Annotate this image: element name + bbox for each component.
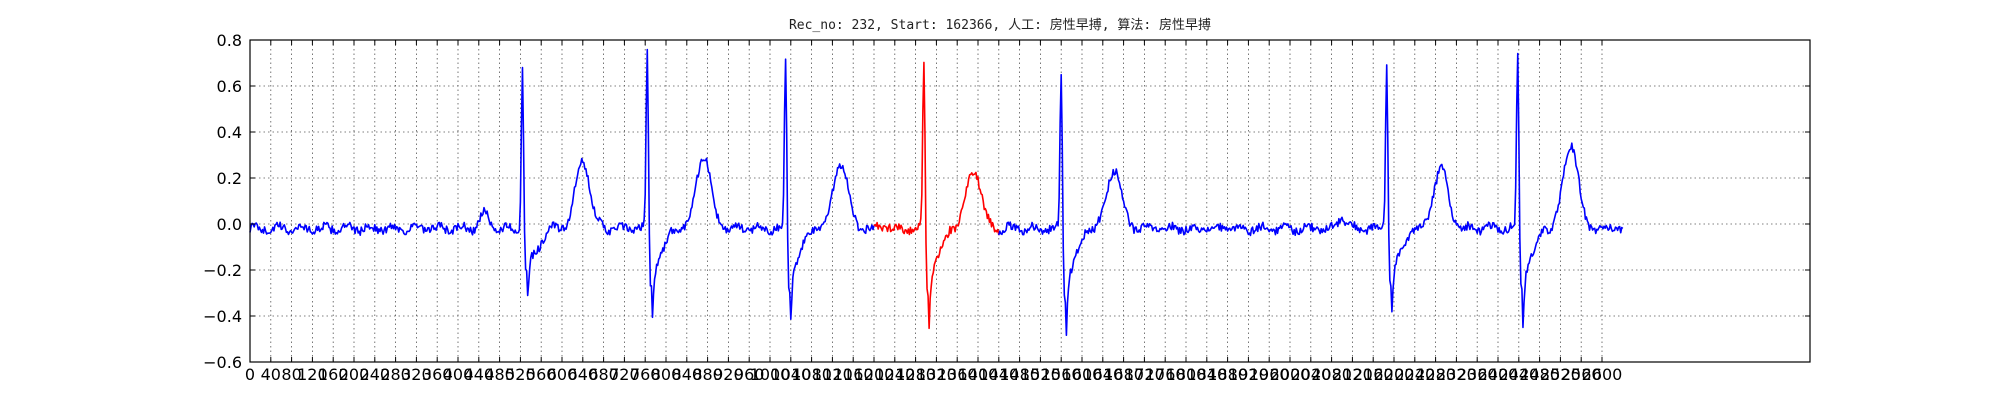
- x-tick-label-23: 920: [713, 365, 744, 384]
- x-tick-label-48: 1920: [1228, 365, 1269, 384]
- x-tick-label-56: 2240: [1394, 365, 1435, 384]
- x-tick-label-59: 2360: [1457, 365, 1498, 384]
- x-tick-label-42: 1680: [1103, 365, 1144, 384]
- x-tick-label-24: 960: [734, 365, 765, 384]
- x-tick-label-40: 1600: [1062, 365, 1103, 384]
- x-tick-label-0: 0: [245, 365, 255, 384]
- x-tick-label-28: 1120: [812, 365, 853, 384]
- x-tick-label-58: 2320: [1436, 365, 1477, 384]
- ecg-line-segment-1: [249, 48, 875, 320]
- x-tick-label-19: 760: [630, 365, 661, 384]
- x-tick-label-1: 40: [261, 365, 281, 384]
- x-tick-label-3: 120: [297, 365, 328, 384]
- x-tick-label-43: 1720: [1124, 365, 1165, 384]
- x-tick-label-38: 1520: [1020, 365, 1061, 384]
- x-tick-label-4: 160: [318, 365, 349, 384]
- x-tick-label-30: 1200: [854, 365, 895, 384]
- x-tick-label-63: 2520: [1540, 365, 1581, 384]
- y-tick-label-5: 0.4: [217, 123, 242, 142]
- x-tick-label-53: 2120: [1332, 365, 1373, 384]
- x-tick-label-50: 2000: [1270, 365, 1311, 384]
- x-tick-label-14: 560: [526, 365, 557, 384]
- x-tick-label-25: 1000: [750, 365, 791, 384]
- x-tick-label-15: 600: [547, 365, 578, 384]
- x-tick-label-16: 640: [568, 365, 599, 384]
- x-tick-label-41: 1640: [1082, 365, 1123, 384]
- x-tick-label-36: 1440: [978, 365, 1019, 384]
- grid-lines: [250, 40, 1810, 362]
- ecg-line-segment-highlight: [873, 61, 1000, 330]
- x-tick-label-37: 1480: [999, 365, 1040, 384]
- x-tick-label-52: 2080: [1311, 365, 1352, 384]
- x-tick-label-27: 1080: [791, 365, 832, 384]
- x-tick-label-44: 1760: [1145, 365, 1186, 384]
- y-tick-label-3: 0.0: [217, 215, 242, 234]
- x-tick-label-34: 1360: [937, 365, 978, 384]
- y-tick-label-2: −0.2: [203, 261, 242, 280]
- plot-frame: [249, 39, 1811, 363]
- x-tick-label-60: 2400: [1478, 365, 1519, 384]
- x-tick-label-57: 2280: [1415, 365, 1456, 384]
- x-tick-label-7: 280: [380, 365, 411, 384]
- x-tick-label-31: 1240: [874, 365, 915, 384]
- x-tick-label-12: 480: [484, 365, 515, 384]
- y-axis-ticks: −0.6 −0.4 −0.2 0.0 0.2 0.4 0.6 0.8: [203, 31, 1810, 372]
- x-tick-label-54: 2160: [1353, 365, 1394, 384]
- ecg-line-segment-2: [998, 52, 1624, 336]
- x-tick-label-64: 2560: [1561, 365, 1602, 384]
- x-tick-label-33: 1320: [916, 365, 957, 384]
- chart-title: Rec_no: 232, Start: 162366, 人工: 房性早搏, 算法…: [789, 17, 1211, 33]
- x-tick-label-5: 200: [339, 365, 370, 384]
- x-tick-label-35: 1400: [958, 365, 999, 384]
- x-tick-label-22: 880: [692, 365, 723, 384]
- x-tick-label-11: 440: [464, 365, 495, 384]
- y-tick-label-7: 0.8: [217, 31, 242, 50]
- y-tick-label-1: −0.4: [203, 307, 242, 326]
- x-tick-label-45: 1800: [1166, 365, 1207, 384]
- x-tick-label-26: 1040: [770, 365, 811, 384]
- x-tick-label-13: 520: [505, 365, 536, 384]
- x-tick-label-18: 720: [609, 365, 640, 384]
- x-tick-label-39: 1560: [1041, 365, 1082, 384]
- x-tick-label-17: 680: [588, 365, 619, 384]
- x-tick-label-55: 2200: [1374, 365, 1415, 384]
- x-tick-label-2: 80: [281, 365, 301, 384]
- x-tick-label-20: 800: [651, 365, 682, 384]
- x-tick-label-10: 400: [443, 365, 474, 384]
- x-tick-label-61: 2440: [1498, 365, 1539, 384]
- x-tick-label-49: 1960: [1249, 365, 1290, 384]
- ecg-series: [249, 48, 1624, 336]
- x-tick-label-21: 840: [672, 365, 703, 384]
- x-axis-ticks: 0 40 8012016020024028032036040044048052056…: [245, 40, 1622, 384]
- y-tick-label-4: 0.2: [217, 169, 242, 188]
- x-tick-label-9: 360: [422, 365, 453, 384]
- x-tick-label-65: 2600: [1582, 365, 1623, 384]
- x-tick-label-32: 1280: [895, 365, 936, 384]
- x-tick-label-62: 2480: [1519, 365, 1560, 384]
- y-tick-label-0: −0.6: [203, 353, 242, 372]
- x-tick-label-29: 1160: [833, 365, 874, 384]
- x-tick-label-46: 1840: [1186, 365, 1227, 384]
- x-tick-label-8: 320: [401, 365, 432, 384]
- x-tick-label-47: 1880: [1207, 365, 1248, 384]
- x-tick-label-6: 240: [360, 365, 391, 384]
- x-tick-label-51: 2040: [1290, 365, 1331, 384]
- y-tick-label-6: 0.6: [217, 77, 242, 96]
